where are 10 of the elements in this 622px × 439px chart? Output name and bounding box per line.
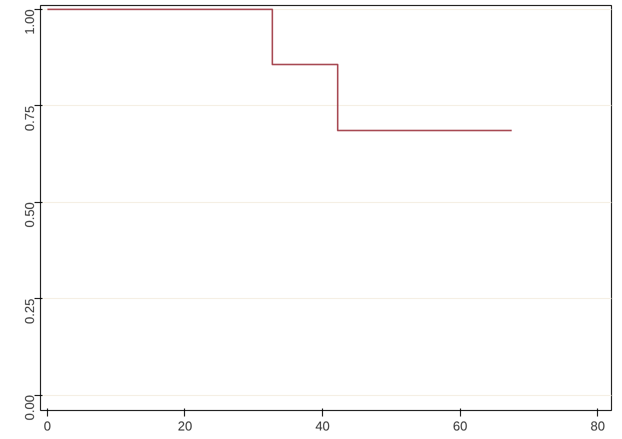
x-tick-label: 20 (178, 418, 192, 434)
x-tick-label: 40 (315, 418, 330, 434)
x-tick-label: 0 (44, 418, 51, 434)
y-tick-label: 0.75 (22, 106, 37, 132)
y-tick-label: 1.00 (22, 9, 37, 35)
y-tick-label: 0.50 (22, 202, 37, 228)
y-tick-label: 0.00 (22, 395, 37, 420)
y-tick-label: 0.25 (22, 298, 37, 324)
x-tick-label: 60 (452, 418, 468, 434)
x-tick-label: 80 (590, 418, 605, 434)
